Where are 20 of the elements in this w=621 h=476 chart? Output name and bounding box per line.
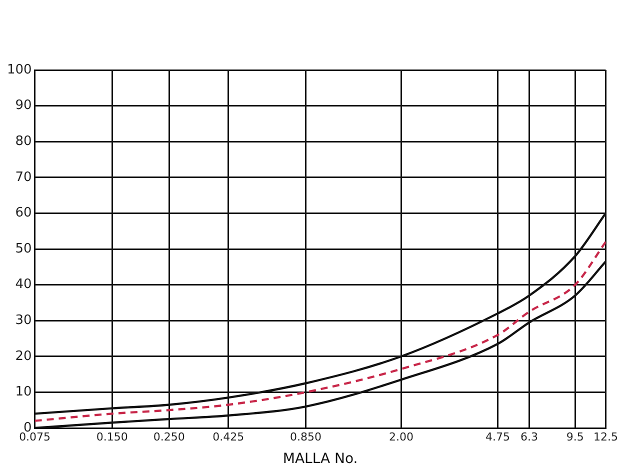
x-tick-label: 6.3: [520, 430, 538, 444]
y-tick-label: 70: [15, 170, 32, 185]
x-tick-label: 0.150: [96, 430, 128, 444]
y-tick-label: 90: [15, 98, 32, 114]
x-tick-label: 0.850: [290, 430, 322, 444]
x-tick-label: 12.5: [594, 430, 618, 444]
y-tick-label: 10: [15, 384, 32, 400]
y-tick-label: 20: [15, 348, 32, 364]
y-tick-label: 80: [15, 134, 32, 149]
x-tick-label: 0.425: [212, 430, 244, 444]
y-tick-label: 50: [15, 241, 32, 256]
x-tick-label: 9.5: [566, 430, 584, 444]
x-axis-title: MALLA No.: [282, 451, 358, 468]
y-tick-label: 30: [15, 312, 32, 328]
x-tick-label: 2.00: [388, 430, 414, 444]
x-tick-label: 4.75: [486, 430, 510, 444]
y-tick-label: 40: [15, 277, 32, 292]
y-tick-label: 60: [15, 206, 32, 221]
x-tick-label: 0.250: [153, 430, 185, 444]
y-tick-label: 100: [6, 62, 32, 78]
